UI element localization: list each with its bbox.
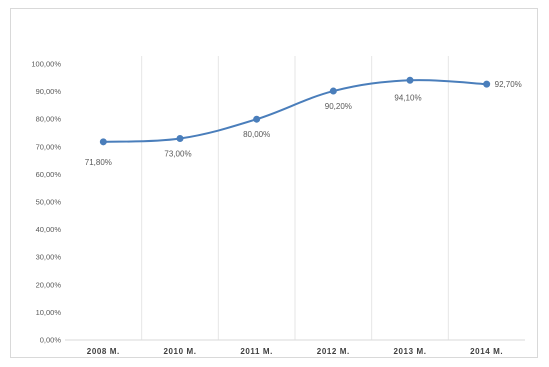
data-label: 94,10% <box>394 93 421 102</box>
y-tick-label: 50,00% <box>36 198 62 207</box>
line-chart: 0,00% 10,00% 20,00% 30,00% 40,00% 50,00% 60,00… <box>31 56 525 356</box>
data-point <box>483 80 491 88</box>
x-tick-label: 2010 M. <box>163 347 196 356</box>
data-label: 73,00% <box>164 150 191 159</box>
data-point <box>176 135 184 143</box>
data-point <box>99 138 107 146</box>
y-tick-label: 20,00% <box>36 280 62 289</box>
data-point <box>253 115 261 123</box>
y-tick-label: 60,00% <box>36 170 62 179</box>
y-tick-label: 30,00% <box>36 253 62 262</box>
data-point <box>406 76 414 84</box>
series-line-layer <box>99 76 491 146</box>
y-tick-label: 80,00% <box>36 115 62 124</box>
vertical-gridlines <box>141 56 449 340</box>
y-axis: 0,00% 10,00% 20,00% 30,00% 40,00% 50,00% 60,00… <box>31 60 61 345</box>
data-point <box>329 87 337 95</box>
series-line <box>103 79 487 143</box>
data-label: 71,80% <box>85 158 112 167</box>
x-tick-label: 2013 M. <box>393 347 426 356</box>
data-labels: 71,80% 73,00% 80,00% 90,20% 94,10% 92,70% <box>85 80 522 167</box>
y-tick-label: 100,00% <box>31 60 61 69</box>
chart-frame: 0,00% 10,00% 20,00% 30,00% 40,00% 50,00% 60,00… <box>10 8 538 358</box>
y-tick-label: 0,00% <box>40 336 62 345</box>
x-tick-label: 2012 M. <box>317 347 350 356</box>
x-tick-label: 2011 M. <box>240 347 273 356</box>
x-axis: 2008 M. 2010 M. 2011 M. 2012 M. 2013 M. 2014 … <box>65 339 525 356</box>
y-tick-label: 70,00% <box>36 142 62 151</box>
y-tick-label: 90,00% <box>36 87 62 96</box>
y-tick-label: 10,00% <box>36 308 62 317</box>
x-tick-label: 2008 M. <box>87 347 120 356</box>
y-tick-label: 40,00% <box>36 225 62 234</box>
x-tick-label: 2014 M. <box>470 347 503 356</box>
data-label: 90,20% <box>325 102 352 111</box>
data-label: 92,70% <box>495 80 522 89</box>
data-label: 80,00% <box>243 130 270 139</box>
